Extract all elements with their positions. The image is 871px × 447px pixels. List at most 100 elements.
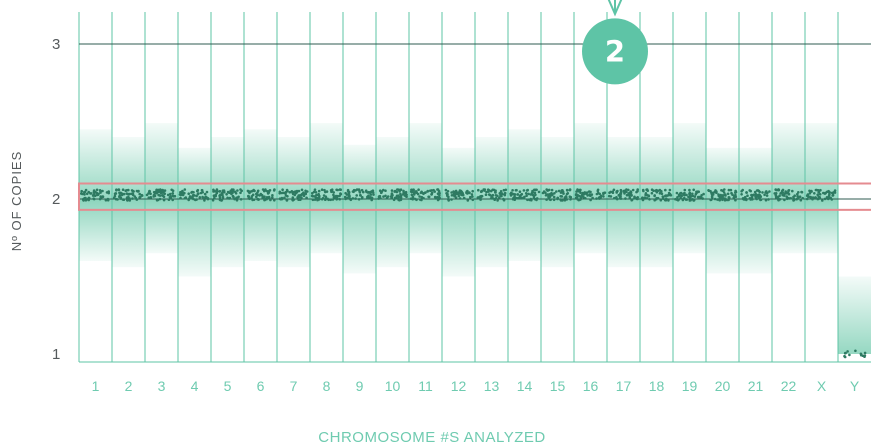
points-chr-5 bbox=[211, 188, 243, 202]
data-point bbox=[658, 188, 662, 192]
data-point bbox=[468, 191, 471, 194]
data-point bbox=[349, 198, 353, 202]
data-point bbox=[513, 193, 517, 196]
data-point bbox=[393, 189, 397, 193]
data-point bbox=[796, 192, 799, 196]
data-point bbox=[339, 188, 343, 191]
data-point bbox=[149, 192, 152, 196]
band-upper-chr-1 bbox=[79, 129, 112, 199]
points-chr-8 bbox=[310, 188, 343, 202]
data-point bbox=[257, 198, 260, 201]
data-point bbox=[330, 188, 334, 191]
data-point bbox=[748, 189, 751, 192]
x-tick-21: 21 bbox=[748, 378, 764, 394]
data-point bbox=[422, 192, 425, 195]
data-point bbox=[315, 193, 318, 197]
data-point bbox=[338, 197, 342, 201]
data-point bbox=[792, 198, 796, 202]
x-tick-labels: 1 2 3 4 5 6 7 8 9 10 11 12 13 14 15 16 17 18 19 20 21 22 X Y bbox=[92, 378, 860, 394]
data-point bbox=[158, 194, 162, 197]
data-point bbox=[362, 190, 365, 194]
data-point bbox=[511, 189, 514, 192]
data-point bbox=[126, 199, 129, 202]
data-point bbox=[83, 190, 87, 194]
data-point bbox=[726, 192, 730, 196]
x-tick-12: 12 bbox=[451, 378, 467, 394]
band-chr-Y bbox=[838, 276, 871, 354]
data-point bbox=[450, 191, 453, 194]
data-point bbox=[810, 190, 813, 193]
band-upper-chr-13 bbox=[475, 137, 508, 199]
points-chr-12 bbox=[444, 188, 475, 202]
data-point bbox=[252, 198, 256, 201]
data-point bbox=[650, 191, 654, 195]
data-point bbox=[359, 193, 362, 197]
data-point bbox=[709, 198, 712, 202]
data-point bbox=[688, 191, 692, 195]
x-tick-20: 20 bbox=[715, 378, 731, 394]
data-point bbox=[591, 196, 594, 200]
data-point bbox=[436, 188, 440, 191]
data-point bbox=[402, 190, 406, 194]
data-point bbox=[130, 192, 133, 196]
data-point bbox=[817, 190, 821, 194]
y-tick-labels: 1 2 3 bbox=[52, 36, 60, 363]
data-point bbox=[457, 194, 461, 198]
data-point bbox=[471, 189, 475, 193]
data-point bbox=[392, 198, 396, 202]
data-point bbox=[264, 188, 267, 191]
data-point bbox=[179, 196, 182, 200]
band-upper-chr-3 bbox=[145, 123, 178, 199]
data-point bbox=[149, 196, 153, 199]
points-chr-7 bbox=[278, 188, 309, 202]
data-point bbox=[683, 188, 687, 192]
data-point bbox=[95, 188, 99, 192]
data-point bbox=[268, 189, 272, 192]
data-point bbox=[83, 196, 86, 200]
data-point bbox=[734, 189, 737, 193]
data-point bbox=[693, 195, 697, 198]
data-point bbox=[317, 196, 321, 200]
data-point bbox=[384, 189, 387, 192]
data-point bbox=[688, 188, 691, 192]
data-point bbox=[545, 198, 548, 201]
data-point bbox=[721, 194, 725, 197]
data-point bbox=[635, 196, 638, 200]
x-tick-11: 11 bbox=[418, 378, 433, 394]
data-point bbox=[427, 195, 431, 199]
data-point bbox=[763, 193, 766, 197]
data-point bbox=[825, 196, 829, 199]
points-chr-3 bbox=[145, 188, 177, 202]
data-point bbox=[734, 198, 737, 202]
data-point bbox=[751, 198, 754, 201]
data-point bbox=[99, 191, 102, 194]
data-point bbox=[484, 193, 488, 196]
data-point bbox=[166, 193, 170, 197]
data-point bbox=[487, 189, 491, 192]
data-point bbox=[556, 197, 559, 201]
x-tick-18: 18 bbox=[649, 378, 665, 394]
data-point bbox=[159, 188, 162, 191]
data-point bbox=[158, 197, 162, 201]
data-point bbox=[84, 199, 88, 202]
data-point bbox=[290, 190, 294, 193]
data-point bbox=[679, 192, 682, 195]
data-point bbox=[629, 190, 633, 193]
data-point bbox=[648, 198, 651, 201]
data-point bbox=[663, 198, 667, 202]
data-point bbox=[351, 197, 355, 200]
data-point bbox=[843, 355, 847, 359]
data-point bbox=[552, 195, 556, 199]
data-point bbox=[491, 196, 494, 200]
data-point bbox=[205, 195, 208, 199]
data-point bbox=[122, 192, 126, 196]
data-point bbox=[127, 193, 130, 196]
band-upper-chr-11 bbox=[409, 123, 442, 199]
data-point bbox=[231, 190, 235, 193]
data-point bbox=[361, 196, 364, 199]
data-point bbox=[799, 198, 803, 202]
data-point bbox=[707, 189, 710, 192]
data-point bbox=[480, 190, 484, 193]
data-point bbox=[98, 197, 102, 201]
data-point bbox=[782, 194, 786, 197]
